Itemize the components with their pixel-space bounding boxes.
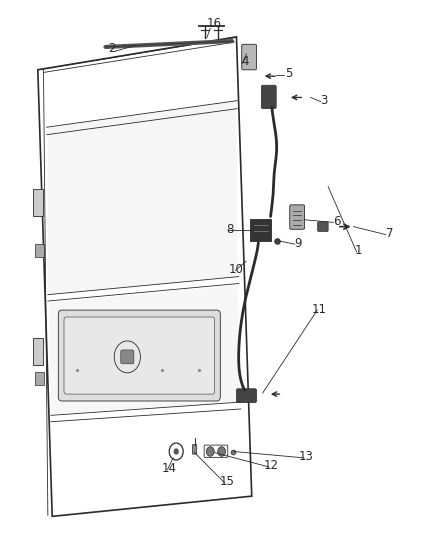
FancyBboxPatch shape: [58, 310, 220, 401]
Text: 15: 15: [219, 475, 234, 488]
Circle shape: [218, 447, 226, 456]
Text: 2: 2: [108, 42, 116, 55]
Text: 5: 5: [285, 67, 293, 80]
Text: 11: 11: [312, 303, 327, 316]
Text: 14: 14: [161, 462, 176, 475]
FancyBboxPatch shape: [251, 219, 272, 241]
FancyBboxPatch shape: [237, 389, 257, 402]
Polygon shape: [48, 101, 237, 295]
Text: 7: 7: [385, 227, 393, 240]
Bar: [32, 338, 43, 365]
Text: 9: 9: [294, 237, 301, 250]
Bar: [35, 372, 44, 384]
Text: 6: 6: [333, 215, 341, 228]
FancyBboxPatch shape: [242, 44, 257, 70]
Text: 4: 4: [241, 55, 249, 68]
FancyBboxPatch shape: [64, 317, 215, 394]
Polygon shape: [49, 285, 240, 414]
FancyBboxPatch shape: [290, 205, 304, 229]
FancyBboxPatch shape: [261, 85, 276, 109]
Bar: [35, 244, 44, 257]
Text: 10: 10: [229, 263, 244, 276]
Text: 8: 8: [226, 223, 233, 236]
FancyBboxPatch shape: [192, 445, 197, 454]
FancyBboxPatch shape: [121, 350, 134, 364]
Circle shape: [206, 447, 214, 456]
Text: 1: 1: [355, 244, 363, 257]
Text: 12: 12: [264, 459, 279, 472]
Text: 3: 3: [320, 94, 328, 107]
Circle shape: [173, 448, 179, 455]
Text: 13: 13: [299, 450, 314, 463]
Bar: [32, 189, 43, 216]
FancyBboxPatch shape: [318, 222, 328, 231]
Text: 16: 16: [207, 17, 222, 29]
